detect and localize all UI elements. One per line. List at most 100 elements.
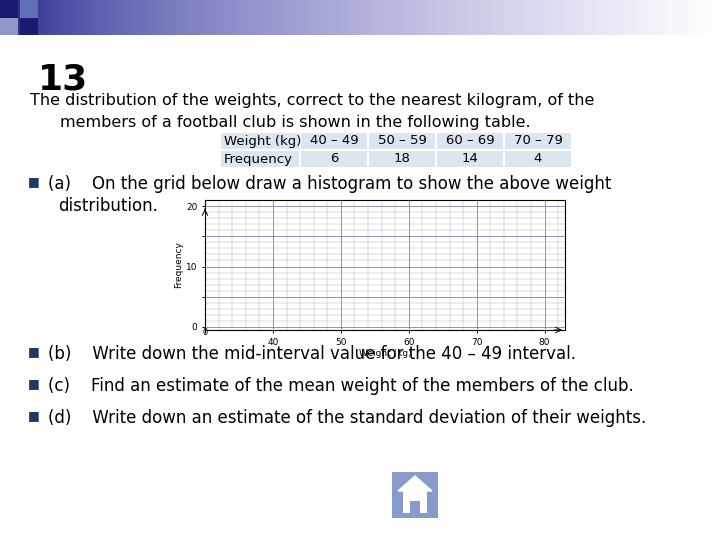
Bar xyxy=(432,0,436,35)
Bar xyxy=(695,0,698,35)
Bar xyxy=(439,0,443,35)
Bar xyxy=(263,0,266,35)
Bar xyxy=(666,0,670,35)
Text: 18: 18 xyxy=(394,152,410,165)
Bar xyxy=(630,0,634,35)
Bar xyxy=(191,0,194,35)
Bar xyxy=(576,0,580,35)
Text: 13: 13 xyxy=(38,62,89,96)
Bar xyxy=(230,0,234,35)
Bar xyxy=(328,0,331,35)
Bar xyxy=(184,0,187,35)
Bar xyxy=(558,0,562,35)
Bar xyxy=(0,0,4,35)
Bar xyxy=(497,0,500,35)
Bar xyxy=(511,0,515,35)
Bar xyxy=(356,0,360,35)
Bar xyxy=(180,0,184,35)
Bar xyxy=(428,0,432,35)
Bar xyxy=(274,0,277,35)
Bar xyxy=(367,0,371,35)
Bar xyxy=(245,0,248,35)
Bar xyxy=(529,0,533,35)
Text: ■: ■ xyxy=(28,345,40,358)
Bar xyxy=(227,0,230,35)
Bar xyxy=(436,150,504,168)
Bar xyxy=(252,0,256,35)
Bar xyxy=(212,0,216,35)
Bar xyxy=(368,150,436,168)
Bar xyxy=(130,0,133,35)
Bar xyxy=(140,0,144,35)
Bar xyxy=(648,0,652,35)
Bar xyxy=(302,0,306,35)
Bar xyxy=(320,0,324,35)
Bar xyxy=(40,0,43,35)
Bar xyxy=(659,0,662,35)
Bar xyxy=(360,0,364,35)
Text: Frequency: Frequency xyxy=(224,152,293,165)
Bar xyxy=(119,0,122,35)
Bar xyxy=(43,0,47,35)
Bar xyxy=(29,0,32,35)
Text: ■: ■ xyxy=(28,409,40,422)
Bar xyxy=(61,0,65,35)
Bar xyxy=(256,0,259,35)
Text: (a)    On the grid below draw a histogram to show the above weight: (a) On the grid below draw a histogram t… xyxy=(48,175,611,193)
Bar xyxy=(540,0,544,35)
Bar xyxy=(569,0,572,35)
Bar xyxy=(220,150,300,168)
Bar xyxy=(547,0,551,35)
Bar xyxy=(306,0,310,35)
Bar xyxy=(284,0,288,35)
Bar xyxy=(425,0,428,35)
Bar xyxy=(90,0,94,35)
Bar xyxy=(662,0,666,35)
Bar xyxy=(392,0,396,35)
Bar xyxy=(368,132,436,150)
Bar xyxy=(392,472,438,518)
Bar xyxy=(403,491,427,513)
Bar xyxy=(20,17,38,35)
Bar xyxy=(698,0,702,35)
Bar xyxy=(436,0,439,35)
Bar xyxy=(518,0,522,35)
Bar xyxy=(504,132,572,150)
Bar xyxy=(371,0,374,35)
Bar xyxy=(300,150,368,168)
Bar xyxy=(14,0,18,35)
Bar xyxy=(270,0,274,35)
Bar xyxy=(166,0,169,35)
Bar xyxy=(176,0,180,35)
Bar xyxy=(18,0,22,35)
Bar xyxy=(104,0,108,35)
Text: distribution.: distribution. xyxy=(58,197,158,215)
Polygon shape xyxy=(398,476,432,491)
Bar xyxy=(32,0,36,35)
Bar xyxy=(94,0,97,35)
Bar xyxy=(601,0,605,35)
Bar xyxy=(385,0,389,35)
Bar xyxy=(241,0,245,35)
Bar xyxy=(709,0,713,35)
Text: 70 – 79: 70 – 79 xyxy=(513,134,562,147)
Bar xyxy=(101,0,104,35)
Y-axis label: Frequency: Frequency xyxy=(174,241,183,288)
Bar xyxy=(641,0,644,35)
Bar xyxy=(292,0,295,35)
Text: Weight (kg): Weight (kg) xyxy=(224,134,302,147)
Text: 14: 14 xyxy=(462,152,478,165)
Bar xyxy=(493,0,497,35)
Bar xyxy=(83,0,86,35)
Bar xyxy=(565,0,569,35)
Bar xyxy=(151,0,155,35)
Bar xyxy=(652,0,655,35)
Text: 6: 6 xyxy=(330,152,338,165)
Bar xyxy=(299,0,302,35)
Bar xyxy=(79,0,83,35)
Bar xyxy=(486,0,490,35)
Bar xyxy=(324,0,328,35)
Bar xyxy=(677,0,680,35)
Bar xyxy=(554,0,558,35)
Bar xyxy=(572,0,576,35)
